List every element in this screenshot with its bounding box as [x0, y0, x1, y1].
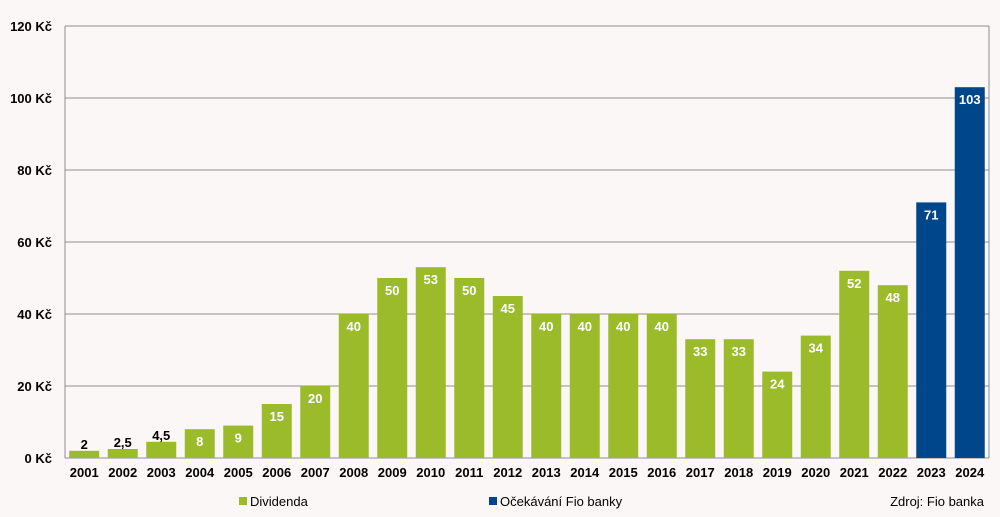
data-label-2014: 40	[578, 319, 592, 334]
bars: 2 2,5 4,5 8 9 15 20 40 50 53 50 45 40 40 40 40 33 33 24 34 5…	[69, 87, 985, 458]
x-tick-label: 2011	[455, 465, 483, 480]
bar-2023	[916, 202, 947, 458]
bar-2004	[184, 429, 215, 458]
y-tick-label: 60 Kč	[17, 235, 52, 250]
data-label-2002: 2,5	[114, 435, 132, 450]
x-tick-label: 2012	[493, 465, 522, 480]
bar-2006	[261, 404, 292, 458]
legend-swatch-ocekavani	[489, 497, 497, 505]
x-tick-label: 2019	[763, 465, 792, 480]
x-tick-label: 2020	[801, 465, 830, 480]
x-tick-label: 2016	[647, 465, 676, 480]
data-label-2005: 9	[235, 431, 242, 446]
y-axis: 0 Kč 20 Kč 40 Kč 60 Kč 80 Kč 100 Kč 120 Kč	[10, 19, 52, 466]
x-tick-label: 2009	[378, 465, 407, 480]
gridlines	[64, 25, 990, 459]
y-tick-label: 100 Kč	[10, 91, 52, 106]
x-tick-label: 2006	[262, 465, 291, 480]
data-label-2006: 15	[270, 409, 284, 424]
x-tick-label: 2003	[147, 465, 176, 480]
y-tick-label: 80 Kč	[17, 163, 52, 178]
bar-2017	[685, 339, 716, 458]
legend-swatch-dividenda	[239, 497, 247, 505]
data-label-2007: 20	[308, 391, 322, 406]
data-label-2024: 103	[959, 92, 981, 107]
bar-2021	[839, 270, 870, 458]
bar-2003	[146, 441, 177, 458]
data-label-2023: 71	[924, 207, 938, 222]
data-label-2019: 24	[770, 377, 785, 392]
data-label-2008: 40	[347, 319, 361, 334]
data-label-2009: 50	[385, 283, 399, 298]
x-tick-label: 2014	[570, 465, 600, 480]
bar-2022	[877, 285, 908, 458]
x-tick-label: 2013	[532, 465, 561, 480]
x-tick-label: 2017	[686, 465, 715, 480]
x-tick-label: 2010	[416, 465, 445, 480]
data-label-2016: 40	[655, 319, 669, 334]
x-tick-label: 2005	[224, 465, 253, 480]
bar-2014	[569, 314, 600, 458]
x-tick-label: 2024	[955, 465, 985, 480]
y-tick-label: 20 Kč	[17, 379, 52, 394]
x-tick-label: 2002	[108, 465, 137, 480]
bar-2001	[69, 450, 100, 458]
data-label-2003: 4,5	[152, 428, 170, 443]
bar-2012	[492, 296, 523, 458]
data-label-2011: 50	[462, 283, 476, 298]
x-axis: 2001 2002 2003 2004 2005 2006 2007 2008 2009 2010…	[70, 465, 985, 480]
bar-2016	[646, 314, 677, 458]
legend-label-ocekavani: Očekávání Fio banky	[500, 494, 623, 509]
bar-2005	[223, 425, 254, 458]
data-label-2004: 8	[196, 434, 203, 449]
x-tick-label: 2007	[301, 465, 330, 480]
data-label-2018: 33	[732, 344, 746, 359]
data-label-2021: 52	[847, 276, 861, 291]
bar-2019	[762, 371, 793, 458]
bar-2024	[954, 87, 985, 458]
x-tick-label: 2023	[917, 465, 946, 480]
data-label-2001: 2	[81, 437, 88, 452]
x-tick-label: 2001	[70, 465, 99, 480]
data-label-2020: 34	[809, 341, 824, 356]
bar-2010	[415, 267, 446, 458]
bar-2007	[300, 386, 331, 458]
data-label-2022: 48	[886, 290, 900, 305]
y-tick-label: 40 Kč	[17, 307, 52, 322]
bar-2013	[531, 314, 562, 458]
data-label-2013: 40	[539, 319, 553, 334]
bar-2009	[377, 278, 408, 458]
bar-2011	[454, 278, 485, 458]
x-tick-label: 2015	[609, 465, 638, 480]
y-tick-label: 120 Kč	[10, 19, 52, 34]
x-tick-label: 2004	[185, 465, 215, 480]
x-tick-label: 2018	[724, 465, 753, 480]
x-tick-label: 2021	[840, 465, 869, 480]
data-label-2010: 53	[424, 272, 438, 287]
data-label-2015: 40	[616, 319, 630, 334]
bar-2015	[608, 314, 639, 458]
legend-label-dividenda: Dividenda	[250, 494, 309, 509]
y-tick-label: 0 Kč	[25, 451, 52, 466]
legend: Dividenda Očekávání Fio banky	[239, 494, 623, 509]
data-label-2017: 33	[693, 344, 707, 359]
bar-2002	[107, 449, 138, 458]
x-tick-label: 2022	[878, 465, 907, 480]
x-tick-label: 2008	[339, 465, 368, 480]
bar-2008	[338, 314, 369, 458]
bar-2018	[723, 339, 754, 458]
source-note: Zdroj: Fio banka	[890, 494, 985, 509]
data-label-2012: 45	[501, 301, 515, 316]
bar-2020	[800, 335, 831, 458]
